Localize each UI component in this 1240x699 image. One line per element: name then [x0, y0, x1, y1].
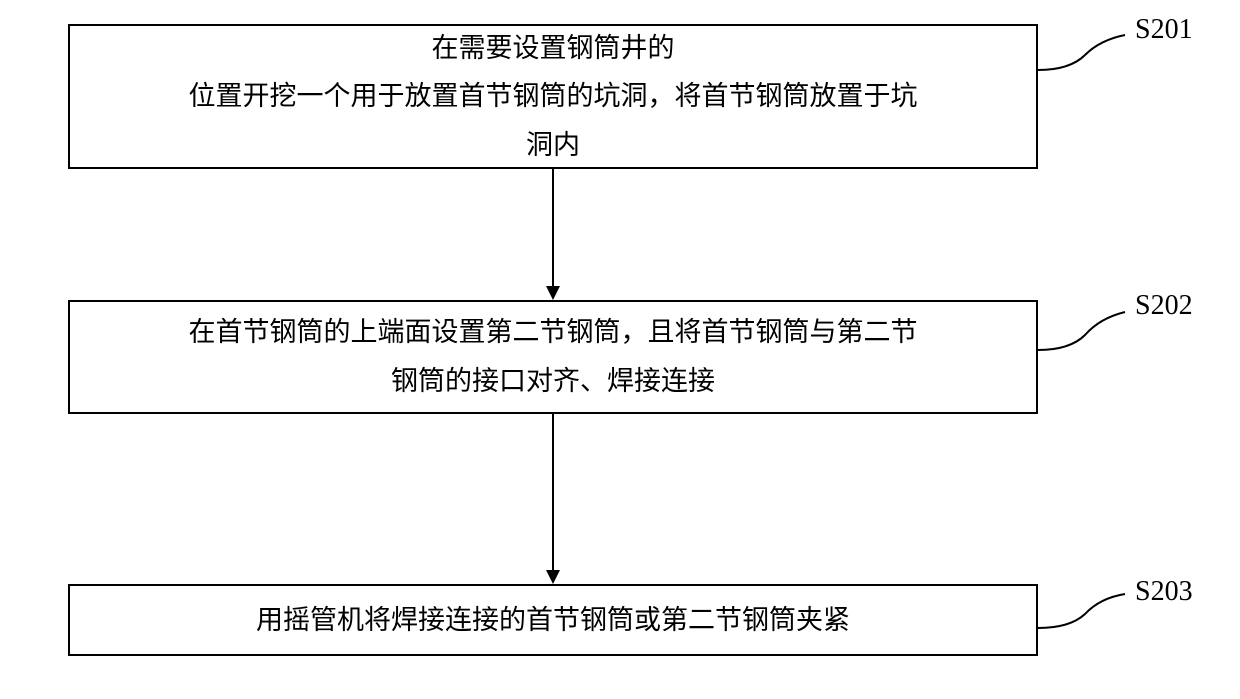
- step-text-s203: 用摇管机将焊接连接的首节钢筒或第二节钢筒夹紧: [256, 596, 850, 645]
- step-text-s201: 在需要设置钢筒井的 位置开挖一个用于放置首节钢筒的坑洞，将首节钢筒放置于坑 洞内: [189, 24, 918, 170]
- step-box-s202: 在首节钢筒的上端面设置第二节钢筒，且将首节钢筒与第二节 钢筒的接口对齐、焊接连接: [68, 300, 1038, 414]
- step-box-s201: 在需要设置钢筒井的 位置开挖一个用于放置首节钢筒的坑洞，将首节钢筒放置于坑 洞内: [68, 24, 1038, 169]
- step-label-s201: S201: [1135, 14, 1193, 46]
- step-text-s202: 在首节钢筒的上端面设置第二节钢筒，且将首节钢筒与第二节 钢筒的接口对齐、焊接连接: [189, 308, 918, 405]
- step-label-s202: S202: [1135, 290, 1193, 322]
- step-label-s203: S203: [1135, 576, 1193, 608]
- step-box-s203: 用摇管机将焊接连接的首节钢筒或第二节钢筒夹紧: [68, 584, 1038, 656]
- flowchart-container: 在需要设置钢筒井的 位置开挖一个用于放置首节钢筒的坑洞，将首节钢筒放置于坑 洞内…: [0, 0, 1240, 699]
